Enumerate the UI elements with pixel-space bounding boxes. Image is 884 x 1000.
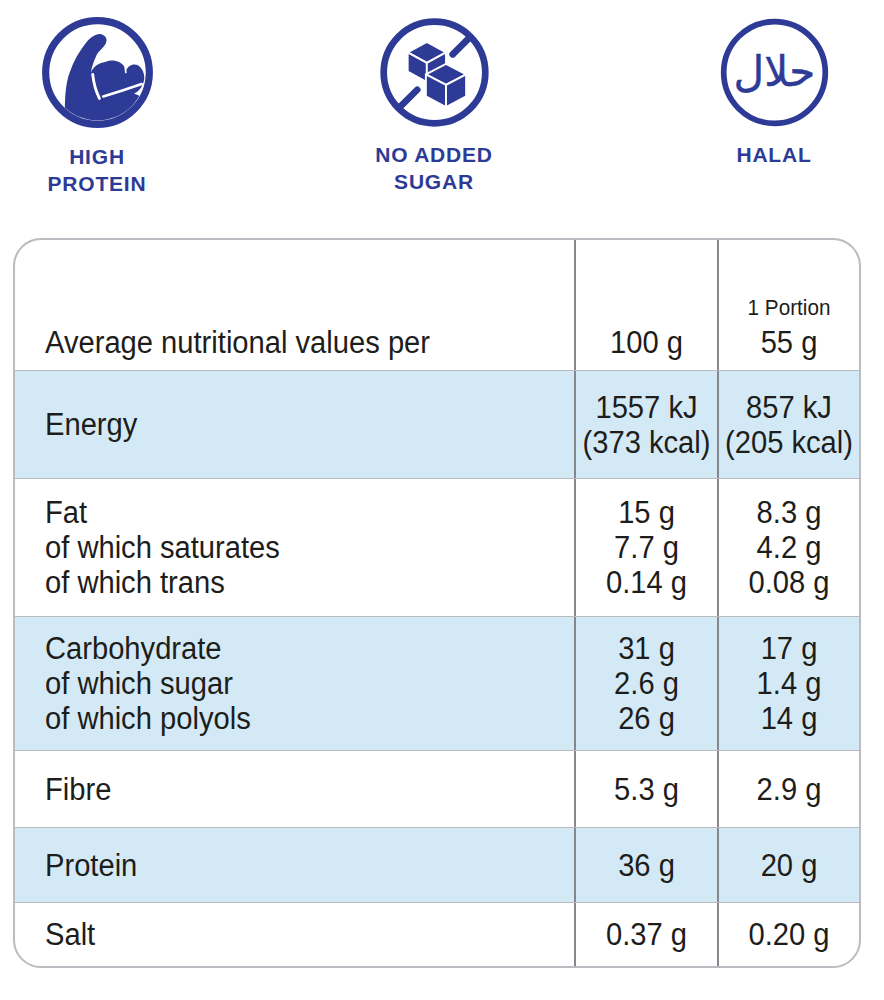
badge-label-line: PROTEIN [0,170,217,197]
table-row-carbohydrate: Carbohydrate of which sugar of which pol… [15,616,859,750]
table-row-fat: Fat of which saturates of which trans 15… [15,478,859,616]
row-label-cell: Energy [15,371,574,478]
row-label-cell: Salt [15,903,574,966]
header-portion-top: 1 Portion [723,295,855,321]
header-per100: 100 g [580,325,713,360]
header-per100-cell: 100 g [574,240,717,370]
header-portion-cell: 1 Portion 55 g [717,240,859,370]
muscle-arm-icon [38,13,157,132]
halal-arabic-text: حلال [733,47,815,96]
row-label-cell: Protein [15,828,574,902]
row-per100-cell: 5.3 g [574,751,717,827]
row-label-cell: Carbohydrate of which sugar of which pol… [15,617,574,750]
table-row-protein: Protein 36 g 20 g [15,827,859,902]
row-label-cell: Fat of which saturates of which trans [15,479,574,616]
badge-high-protein-label: HIGH PROTEIN [0,143,217,197]
row-per100-cell: 1557 kJ (373 kcal) [574,371,717,478]
row-per100-cell: 0.37 g [574,903,717,966]
row-portion-cell: 857 kJ (205 kcal) [717,371,859,478]
badge-label-line: NO ADDED [314,141,554,168]
row-portion-cell: 8.3 g 4.2 g 0.08 g [717,479,859,616]
table-row-salt: Salt 0.37 g 0.20 g [15,902,859,966]
header-portion: 55 g [723,325,855,360]
badge-halal: حلال HALAL [654,15,884,168]
row-portion-cell: 0.20 g [717,903,859,966]
badge-label-line: SUGAR [314,168,554,195]
badge-high-protein: HIGH PROTEIN [0,13,217,197]
row-per100-cell: 36 g [574,828,717,902]
badge-label-line: HALAL [654,141,884,168]
row-per100-cell: 31 g 2.6 g 26 g [574,617,717,750]
row-per100-cell: 15 g 7.7 g 0.14 g [574,479,717,616]
badge-halal-label: HALAL [654,141,884,168]
row-label-cell: Fibre [15,751,574,827]
no-added-sugar-icon [377,15,492,130]
table-row-fibre: Fibre 5.3 g 2.9 g [15,750,859,827]
row-portion-cell: 17 g 1.4 g 14 g [717,617,859,750]
header-label-cell: Average nutritional values per [15,240,574,370]
halal-icon: حلال [717,15,832,130]
header-label: Average nutritional values per [45,325,542,360]
row-portion-cell: 2.9 g [717,751,859,827]
table-row-energy: Energy 1557 kJ (373 kcal) 857 kJ (205 kc… [15,370,859,478]
nutrition-table: Average nutritional values per 100 g 1 P… [13,238,861,968]
row-portion-cell: 20 g [717,828,859,902]
badge-no-added-sugar: NO ADDED SUGAR [314,15,554,195]
badge-no-added-sugar-label: NO ADDED SUGAR [314,141,554,195]
nutrition-label: HIGH PROTEIN NO ADDED SUGAR حل [0,0,884,1000]
badge-label-line: HIGH [0,143,217,170]
table-header-row: Average nutritional values per 100 g 1 P… [15,240,859,370]
